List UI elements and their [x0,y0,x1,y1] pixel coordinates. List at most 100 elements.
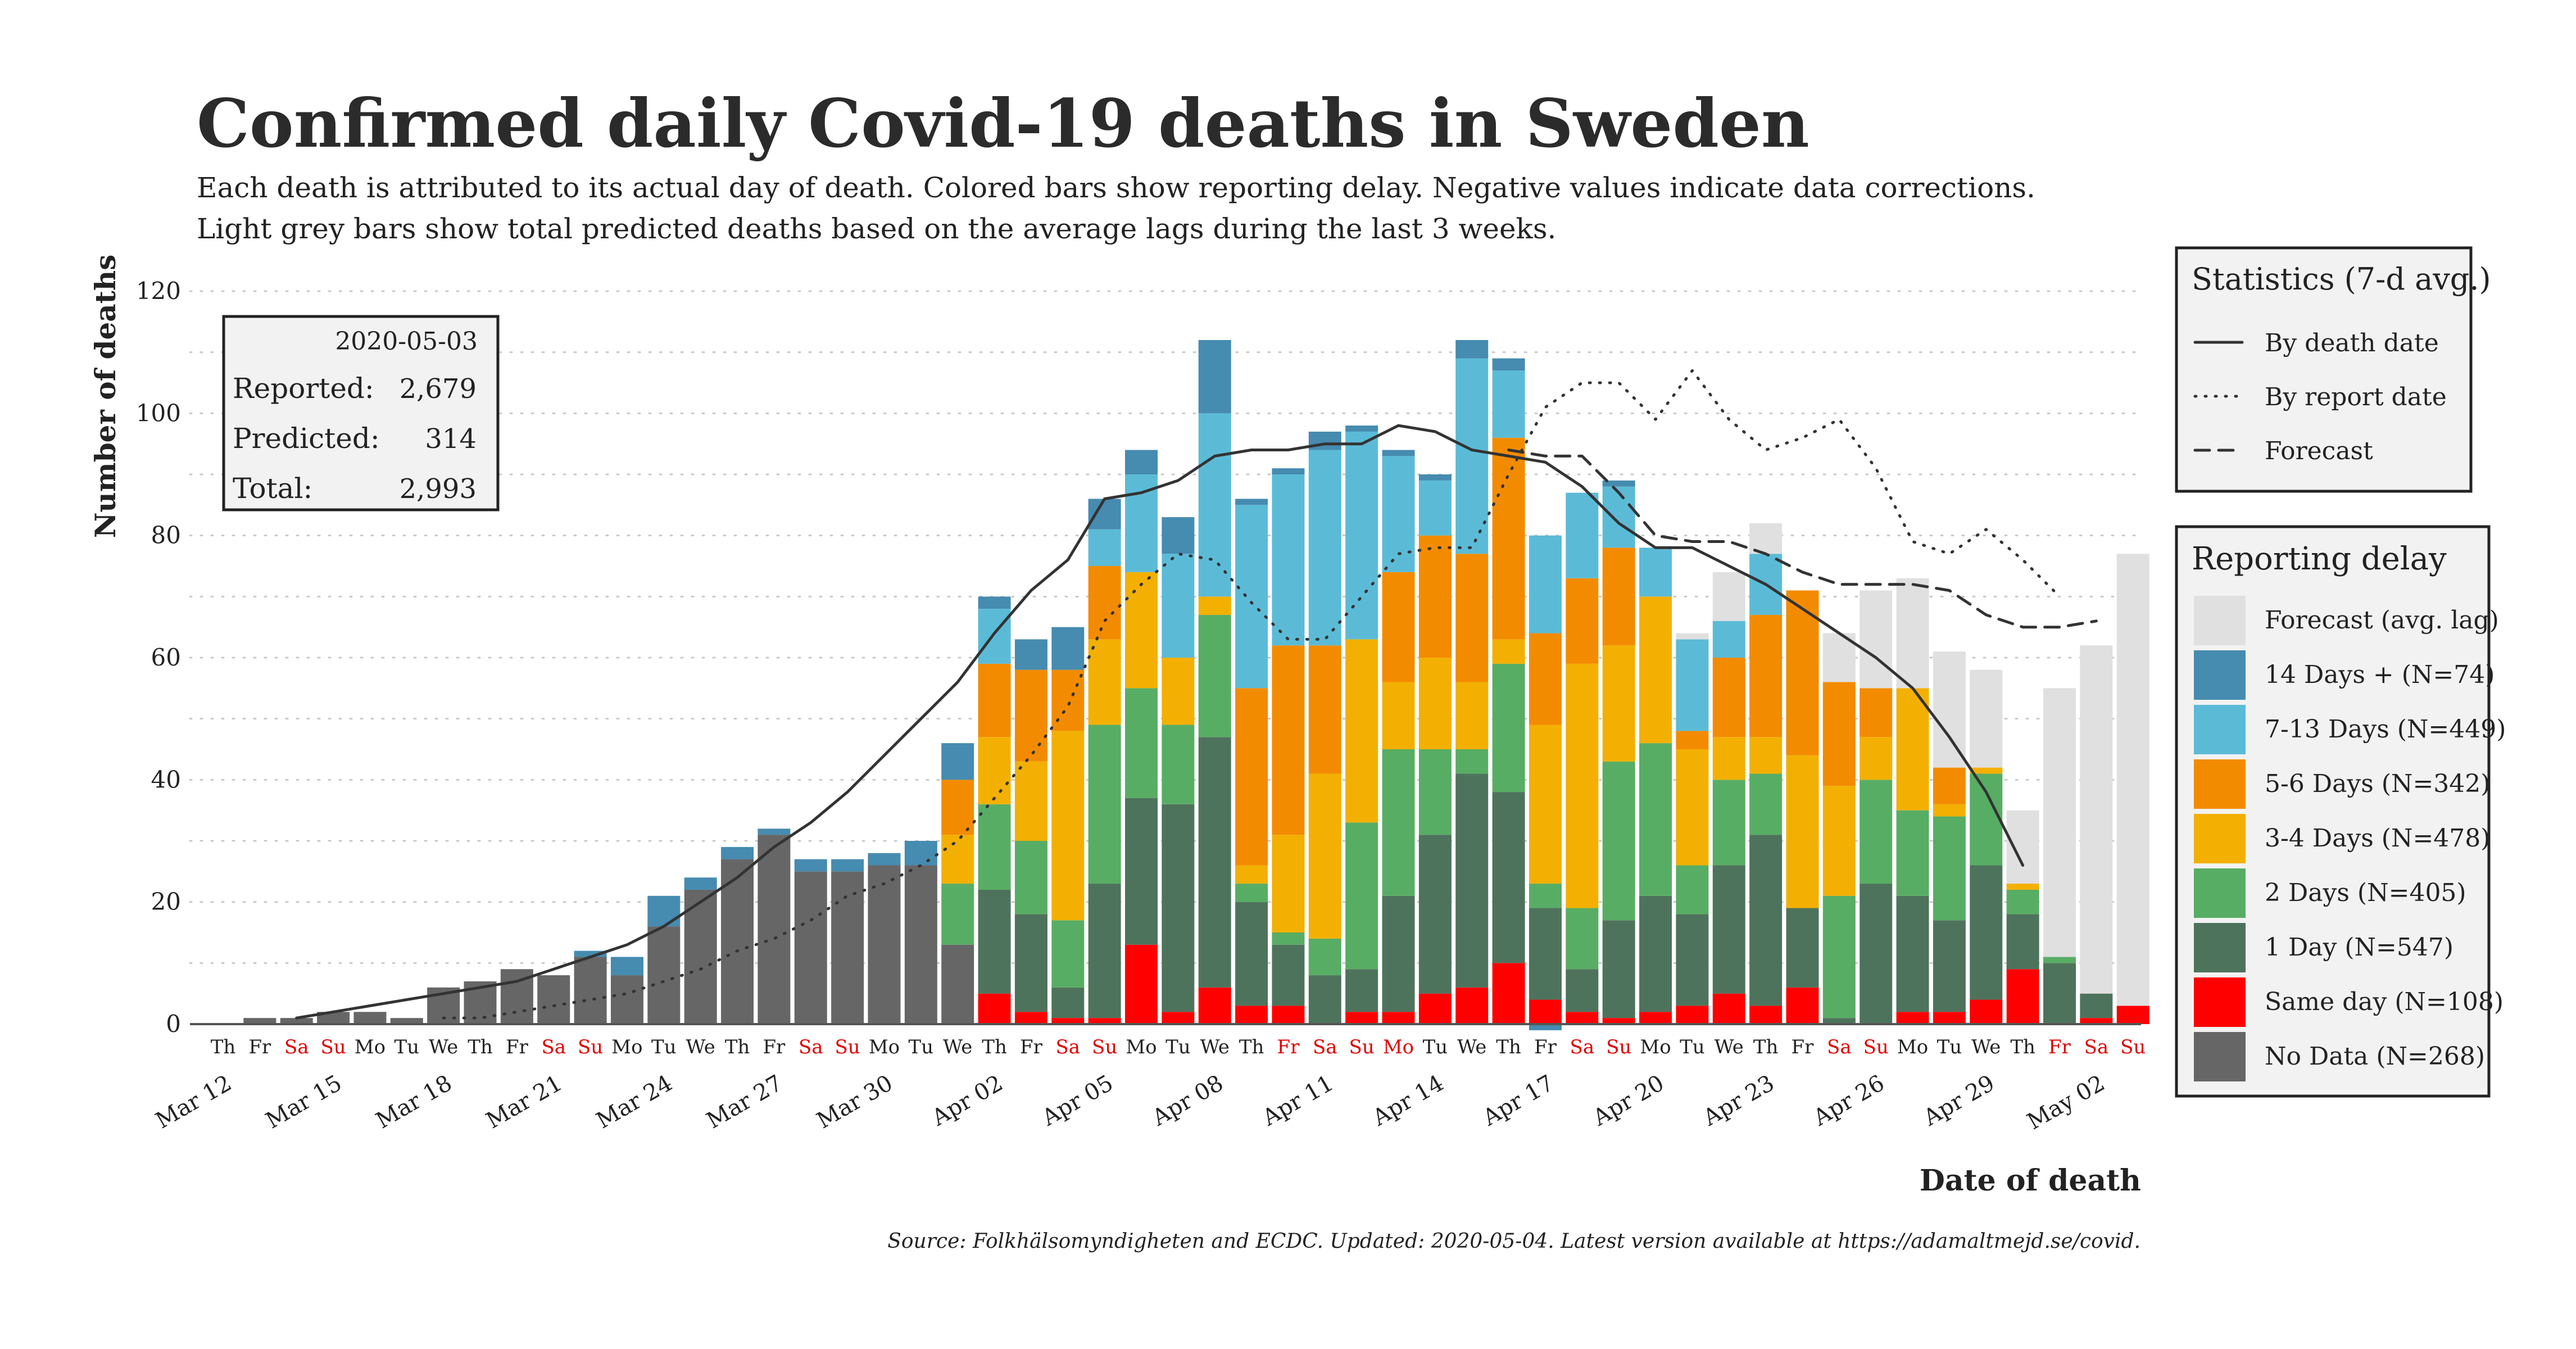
bar-segment [1749,773,1783,835]
legend-label: Same day (N=108) [2265,988,2504,1016]
bar-segment [1308,645,1341,774]
bar-segment [1088,639,1121,725]
bar-segment [1198,339,1231,414]
legend-swatch [2194,1032,2246,1081]
bar-segment [1345,639,1378,823]
bar-segment [1418,474,1452,481]
bar-segment [721,859,754,1024]
weekday-label: We [1971,1036,2001,1058]
bar-segment [1639,1012,1672,1024]
x-tick-label: Apr 26 [1808,1070,1889,1131]
bar-segment [1749,614,1783,737]
weekday-label: Sa [284,1036,309,1058]
legend-label: 14 Days + (N=74) [2265,660,2495,689]
legend-swatch [2194,596,2246,645]
bar-segment [1051,669,1085,731]
legend-delay-items: Forecast (avg. lag) 14 Days + (N=74) 7-13 … [2194,596,2506,1081]
bar-segment [978,737,1011,804]
bar-segment [1712,621,1745,658]
weekday-label: Sa [1570,1036,1595,1058]
bar-segment [1492,792,1525,963]
bar-segment [1786,590,1819,755]
bar-segment [1786,987,1819,1024]
weekday-label: Su [320,1036,346,1058]
weekday-labels: Th Fr Sa Su Mo Tu We Th Fr Sa Su Mo Tu We Th Fr Sa Su Mo Tu… [211,1036,2146,1058]
bar-segment [831,871,864,1024]
legend-swatch [2194,977,2246,1027]
bar-segment [1712,737,1745,780]
bar-segment [1749,737,1783,774]
bar-segment [1235,1006,1268,1024]
legend-label: By death date [2265,329,2439,357]
bar-segment [1382,1012,1415,1024]
weekday-label: Sa [1055,1036,1080,1058]
weekday-label: Su [1606,1036,1631,1058]
weekday-label: Tu [651,1036,677,1058]
bar-segment [1051,731,1085,921]
weekday-label: Fr [248,1036,271,1058]
y-tick-label: 60 [151,644,181,671]
legend-statistics-title: Statistics (7-d avg.) [2192,261,2491,297]
bar-segment [243,1018,276,1024]
bar-segment [978,596,1011,609]
bar-segment [1235,505,1268,689]
bar-segment [1602,486,1635,548]
weekday-label: Tu [1680,1036,1705,1058]
bar-segment [978,804,1011,890]
weekday-label: Fr [1020,1036,1043,1058]
bar-segment [1529,908,1562,1000]
y-axis-label: Number of deaths [89,255,122,538]
weekday-label: Th [725,1036,750,1058]
bar-segment [1345,1012,1378,1024]
bar-segment [978,889,1011,994]
bar-segment [1198,614,1231,737]
bar-segment [647,926,681,1024]
bar-segment [1382,682,1415,749]
x-tick-label: Apr 17 [1478,1070,1558,1131]
bar-segment [2116,554,2149,1006]
bar-segment [1345,431,1378,640]
bar-segment [1455,773,1489,988]
weekday-label: We [1457,1036,1486,1058]
bar-segment [1970,865,2003,1000]
bar-segment [1860,884,1893,1024]
bar-segment [1162,1012,1195,1024]
bar-segment [1345,969,1378,1012]
weekday-label: We [429,1036,458,1058]
bar-segment [1822,682,1856,786]
weekday-label: We [943,1036,972,1058]
bar-segment [610,957,643,976]
bar-segment [1639,895,1672,1012]
x-tick-label: Mar 24 [592,1070,677,1134]
bar-segment [1198,737,1231,988]
bar-segment [721,846,754,859]
bar-segment [1382,450,1415,456]
legend-label: 5-6 Days (N=342) [2265,769,2490,798]
weekday-label: Tu [1165,1036,1191,1058]
bar-segment [758,829,791,835]
weekday-label: Fr [2048,1036,2071,1058]
chart-subtitle-line-1: Each death is attributed to its actual d… [197,171,2035,204]
bar-segment [1970,767,2003,774]
bar-segment [1933,651,1966,768]
bar-segment [1676,914,1709,1006]
bar-segment [1272,468,1305,474]
bar-segment [1639,743,1672,896]
weekday-label: Fr [1534,1036,1557,1058]
bar-segment [1529,535,1562,633]
bar-segment [390,1018,423,1024]
legend-statistics-items: By death date By report date Forecast [2193,329,2447,465]
bar-segment [2006,969,2039,1024]
bar-segment [1602,1018,1635,1024]
x-tick-label: Apr 08 [1148,1070,1228,1131]
bar-segment [2116,1006,2149,1024]
bar-segment [2043,957,2076,963]
bar-segment [1933,816,1966,921]
bar-segment [1088,725,1121,884]
legend-delay-title: Reporting delay [2192,541,2447,577]
legend-label: Forecast [2265,437,2373,465]
series-line-solid [295,424,2025,1020]
bar-segment [1308,975,1341,1024]
bar-segment [1308,450,1341,646]
bar-segment [1749,835,1783,1006]
